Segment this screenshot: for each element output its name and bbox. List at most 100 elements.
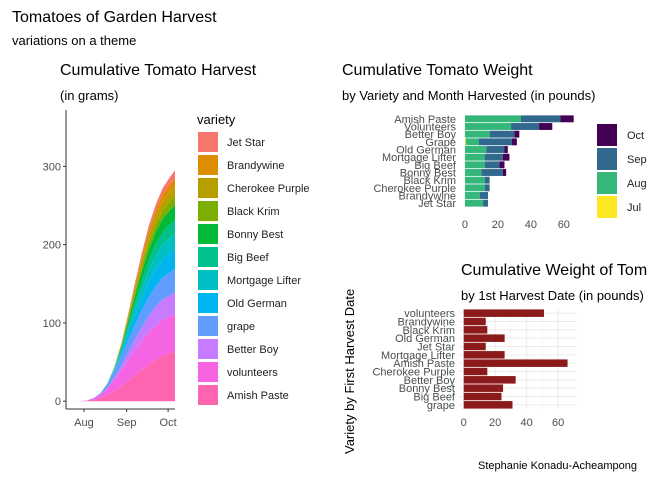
weight-bar-mortgage-lifter-oct	[502, 153, 510, 161]
first-harvest-y-tick-label: Mortgage Lifter	[381, 350, 455, 362]
harvest-legend-swatch-bonny-best	[198, 224, 218, 244]
harvest-legend-label: Jet Star	[227, 137, 265, 149]
harvest-legend-label: Brandywine	[227, 160, 284, 172]
first-harvest-x-tick-label: 40	[521, 417, 533, 429]
weight-bar-big-beef-oct	[499, 161, 505, 169]
first-harvest-bar-amish-paste	[463, 359, 568, 367]
area-series-big-beef	[66, 219, 175, 402]
weight-bar-mortgage-lifter-sep	[484, 153, 503, 161]
weight-bar-amish-paste-sep	[520, 115, 561, 123]
area-series-better-boy	[66, 292, 175, 402]
weight-legend-swatch-sep	[597, 148, 617, 170]
weight-bar-better-boy-sep	[489, 130, 515, 138]
weight-bar-bonny-best-oct	[502, 169, 507, 176]
caption: Stephanie Konadu-Acheampong	[478, 460, 638, 472]
harvest-legend-label: Better Boy	[227, 344, 279, 356]
first-harvest-y-tick-label: Old German	[395, 333, 455, 345]
weight-bar-grape-jul	[464, 138, 466, 146]
harvest-legend-label: Old German	[227, 298, 287, 310]
harvest-legend-label: volunteers	[227, 367, 278, 379]
harvest-x-tick-label: Oct	[160, 417, 177, 429]
harvest-legend-swatch-amish-paste	[198, 385, 218, 405]
weight-bar-better-boy-aug	[464, 130, 490, 138]
weight-bar-grape-sep	[478, 138, 512, 146]
weight-bar-volunteers-sep	[511, 123, 540, 130]
harvest-x-tick-label: Aug	[74, 417, 94, 429]
first-harvest-chart-subtitle: by 1st Harvest Date (in pounds)	[461, 288, 644, 303]
area-series-grape	[66, 268, 175, 402]
weight-bar-old-german-oct	[504, 146, 508, 153]
area-series-volunteers	[66, 314, 175, 402]
weight-legend-label: Aug	[627, 178, 647, 190]
weight-legend-label: Jul	[627, 202, 641, 214]
area-series-amish-paste	[66, 351, 175, 402]
weight-bar-brandywine-aug	[464, 192, 480, 199]
weight-bar-jet-star-sep	[483, 199, 489, 207]
weight-bar-black-krim-aug	[464, 176, 485, 184]
first-harvest-y-tick-label: grape	[427, 400, 455, 412]
weight-bar-volunteers-aug	[464, 123, 512, 130]
weight-bar-old-german-aug	[464, 146, 487, 153]
first-harvest-chart-title: Cumulative Weight of Tom	[461, 262, 648, 279]
page-title: Tomatoes of Garden Harvest	[12, 9, 217, 26]
harvest-y-tick-label: 200	[43, 240, 61, 252]
first-harvest-y-tick-label: Bonny Best	[399, 383, 455, 395]
first-harvest-y-tick-label: Cherokee Purple	[372, 367, 455, 379]
first-harvest-bar-volunteers	[463, 309, 544, 317]
weight-bar-cherokee-purple-sep	[484, 184, 490, 192]
area-series-mortgage-lifter	[66, 233, 175, 402]
first-harvest-x-tick-label: 60	[552, 417, 564, 429]
first-harvest-bar-mortgage-lifter	[463, 351, 505, 359]
weight-bar-cherokee-purple-aug	[464, 184, 485, 192]
weight-y-tick-label: Mortgage Lifter	[382, 152, 456, 164]
harvest-legend-title: variety	[197, 112, 236, 127]
weight-x-tick-label: 60	[558, 219, 570, 231]
weight-bar-black-krim-sep	[484, 176, 490, 184]
weight-chart-subtitle: by Variety and Month Harvested (in pound…	[342, 88, 596, 103]
weight-bar-grape-aug	[465, 138, 479, 146]
harvest-legend-swatch-big-beef	[198, 247, 218, 267]
weight-bar-grape-oct	[511, 138, 517, 146]
weight-y-tick-label: Black Krim	[403, 175, 456, 187]
harvest-legend-label: grape	[227, 321, 255, 333]
first-harvest-y-tick-label: Amish Paste	[393, 358, 455, 370]
harvest-legend-swatch-grape	[198, 316, 218, 336]
harvest-y-tick-label: 100	[43, 318, 61, 330]
first-harvest-bar-brandywine	[463, 317, 486, 326]
harvest-legend-swatch-old-german	[198, 293, 218, 313]
first-harvest-y-tick-label: Better Boy	[404, 375, 456, 387]
first-harvest-bar-old-german	[463, 334, 505, 342]
first-harvest-bar-better-boy	[463, 376, 516, 384]
first-harvest-bar-big-beef	[463, 392, 502, 401]
area-series-bonny-best	[66, 205, 175, 402]
weight-x-tick-label: 20	[492, 219, 504, 231]
first-harvest-bar-grape	[463, 401, 513, 409]
weight-bar-old-german-sep	[486, 146, 505, 153]
harvest-legend-swatch-better-boy	[198, 339, 218, 359]
weight-bar-jet-star-aug	[464, 199, 484, 207]
area-series-black-krim	[66, 196, 175, 402]
weight-x-tick-label: 40	[525, 219, 537, 231]
harvest-legend-label: Amish Paste	[227, 390, 289, 402]
page-subtitle: variations on a theme	[12, 33, 137, 48]
weight-bar-bonny-best-aug	[464, 169, 482, 176]
weight-legend-swatch-oct	[597, 124, 617, 146]
weight-legend-swatch-aug	[597, 172, 617, 194]
weight-y-tick-label: Big Beef	[414, 160, 457, 172]
harvest-legend-swatch-black-krim	[198, 201, 218, 221]
weight-y-tick-label: Grape	[425, 137, 456, 149]
weight-y-tick-label: Old German	[396, 145, 456, 157]
harvest-legend-label: Bonny Best	[227, 229, 283, 241]
weight-bar-amish-paste-oct	[560, 115, 574, 123]
first-harvest-bar-black-krim	[463, 326, 488, 334]
weight-y-tick-label: Volunteers	[404, 122, 456, 134]
weight-bar-bonny-best-sep	[481, 169, 503, 176]
weight-legend-label: Sep	[627, 154, 647, 166]
harvest-legend-swatch-volunteers	[198, 362, 218, 382]
first-harvest-y-tick-label: Black Krim	[402, 325, 455, 337]
weight-bar-better-boy-oct	[514, 130, 520, 138]
weight-bar-amish-paste-aug	[464, 115, 521, 123]
weight-bar-mortgage-lifter-aug	[464, 153, 485, 161]
weight-bar-big-beef-sep	[484, 161, 500, 169]
